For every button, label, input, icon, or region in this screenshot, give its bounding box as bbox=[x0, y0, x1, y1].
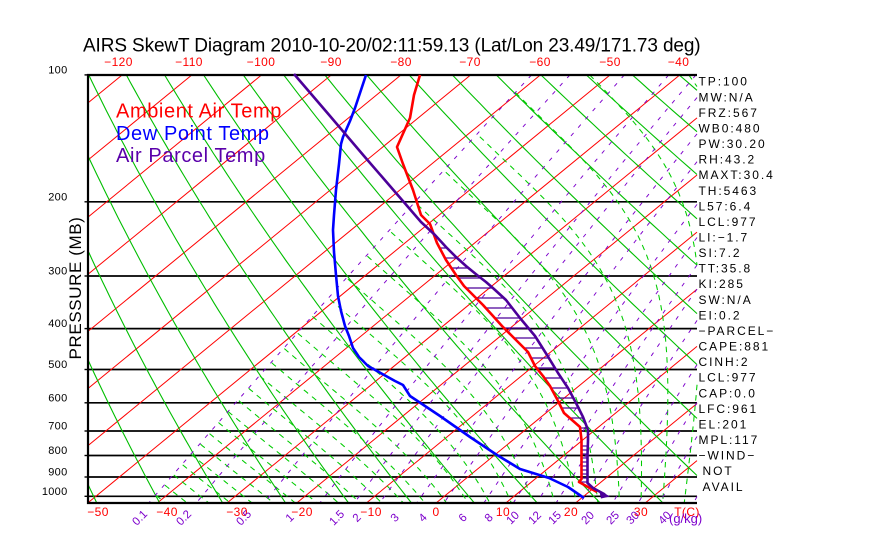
svg-text:−WIND−: −WIND− bbox=[699, 449, 757, 463]
svg-text:−50: −50 bbox=[599, 55, 621, 69]
svg-text:LCL:977: LCL:977 bbox=[699, 371, 758, 385]
svg-text:CAP:0.0: CAP:0.0 bbox=[699, 386, 757, 400]
svg-text:−60: −60 bbox=[529, 55, 551, 69]
svg-text:LI:−1.7: LI:−1.7 bbox=[699, 231, 750, 245]
svg-text:Ambient Air Temp: Ambient Air Temp bbox=[116, 101, 282, 123]
svg-text:LFC:961: LFC:961 bbox=[699, 402, 759, 416]
svg-text:SW:N/A: SW:N/A bbox=[699, 293, 753, 307]
svg-text:500: 500 bbox=[48, 359, 67, 371]
svg-text:−90: −90 bbox=[320, 55, 342, 69]
svg-text:−120: −120 bbox=[104, 55, 133, 69]
svg-text:300: 300 bbox=[48, 266, 67, 278]
svg-text:EL:201: EL:201 bbox=[699, 418, 749, 432]
svg-text:−100: −100 bbox=[247, 55, 276, 69]
svg-text:100: 100 bbox=[48, 64, 67, 76]
svg-text:−80: −80 bbox=[390, 55, 412, 69]
svg-text:TH:5463: TH:5463 bbox=[699, 184, 759, 198]
svg-text:30: 30 bbox=[634, 505, 648, 519]
svg-text:−10: −10 bbox=[360, 505, 382, 519]
svg-text:PRESSURE (MB): PRESSURE (MB) bbox=[66, 217, 85, 360]
svg-text:RH:43.2: RH:43.2 bbox=[699, 153, 757, 167]
svg-text:SI:7.2: SI:7.2 bbox=[699, 246, 742, 260]
svg-text:AVAIL: AVAIL bbox=[703, 480, 745, 494]
svg-text:CINH:2: CINH:2 bbox=[699, 355, 750, 369]
svg-text:MAXT:30.4: MAXT:30.4 bbox=[699, 168, 775, 182]
svg-text:AIRS SkewT Diagram 2010-10-20/: AIRS SkewT Diagram 2010-10-20/02:11:59.1… bbox=[83, 36, 701, 57]
svg-text:L57:6.4: L57:6.4 bbox=[699, 199, 753, 213]
svg-text:1000: 1000 bbox=[42, 486, 68, 498]
svg-text:CAPE:881: CAPE:881 bbox=[699, 340, 771, 354]
svg-text:MW:N/A: MW:N/A bbox=[699, 90, 755, 104]
svg-text:Dew Point Temp: Dew Point Temp bbox=[116, 123, 270, 145]
svg-text:LCL:977: LCL:977 bbox=[699, 215, 758, 229]
svg-text:10: 10 bbox=[496, 505, 510, 519]
svg-text:Air Parcel Temp: Air Parcel Temp bbox=[116, 145, 266, 167]
svg-text:PW:30.20: PW:30.20 bbox=[699, 137, 767, 151]
svg-text:FRZ:567: FRZ:567 bbox=[699, 106, 759, 120]
svg-text:MPL:117: MPL:117 bbox=[699, 433, 760, 447]
svg-text:800: 800 bbox=[48, 445, 67, 457]
svg-text:400: 400 bbox=[48, 318, 67, 330]
svg-text:−40: −40 bbox=[668, 55, 690, 69]
svg-text:−110: −110 bbox=[175, 55, 203, 69]
svg-text:−30: −30 bbox=[226, 505, 248, 519]
svg-text:0: 0 bbox=[432, 505, 439, 519]
svg-text:−70: −70 bbox=[459, 55, 481, 69]
svg-text:−50: −50 bbox=[87, 505, 109, 519]
svg-text:900: 900 bbox=[48, 467, 67, 479]
svg-text:−20: −20 bbox=[291, 505, 313, 519]
svg-text:600: 600 bbox=[48, 392, 67, 404]
svg-text:−PARCEL−: −PARCEL− bbox=[699, 324, 776, 338]
svg-text:NOT: NOT bbox=[703, 464, 734, 478]
svg-text:EI:0.2: EI:0.2 bbox=[699, 308, 742, 322]
svg-text:T(C): T(C) bbox=[674, 505, 700, 519]
svg-text:200: 200 bbox=[48, 191, 67, 203]
svg-text:700: 700 bbox=[48, 421, 67, 433]
svg-text:TT:35.8: TT:35.8 bbox=[699, 262, 753, 276]
svg-text:20: 20 bbox=[564, 505, 578, 519]
svg-text:(g/kg): (g/kg) bbox=[669, 511, 702, 526]
svg-text:−40: −40 bbox=[156, 505, 178, 519]
svg-text:TP:100: TP:100 bbox=[699, 75, 749, 89]
svg-text:KI:285: KI:285 bbox=[699, 277, 745, 291]
svg-text:WB0:480: WB0:480 bbox=[699, 121, 762, 135]
